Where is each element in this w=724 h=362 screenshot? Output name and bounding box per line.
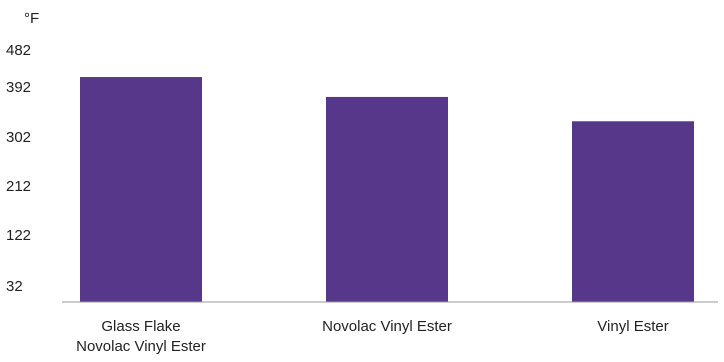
y-axis-ticks: 32 122 212 302 392 482 xyxy=(6,42,31,295)
y-unit-label: °F xyxy=(24,10,39,27)
x-category-label: Glass Flake Novolac Vinyl Ester xyxy=(76,318,206,355)
y-tick-label: 32 xyxy=(6,278,23,295)
bars xyxy=(80,77,694,303)
bar xyxy=(326,96,448,302)
y-tick-label: 482 xyxy=(6,42,31,59)
y-tick-label: 212 xyxy=(6,178,31,195)
bar xyxy=(80,77,202,302)
y-tick-label: 122 xyxy=(6,227,31,244)
x-category-label: Novolac Vinyl Ester xyxy=(322,318,452,335)
bar xyxy=(572,121,694,303)
x-axis-labels: Glass Flake Novolac Vinyl Ester Novolac Vi… xyxy=(76,318,669,355)
x-category-label-line: Novolac Vinyl Ester xyxy=(322,318,452,335)
x-category-label-line: Novolac Vinyl Ester xyxy=(76,338,206,355)
y-tick-label: 302 xyxy=(6,129,31,146)
y-tick-label: 392 xyxy=(6,79,31,96)
x-category-label-line: Glass Flake xyxy=(101,318,180,335)
x-category-label-line: Vinyl Ester xyxy=(597,318,668,335)
x-category-label: Vinyl Ester xyxy=(597,318,668,335)
